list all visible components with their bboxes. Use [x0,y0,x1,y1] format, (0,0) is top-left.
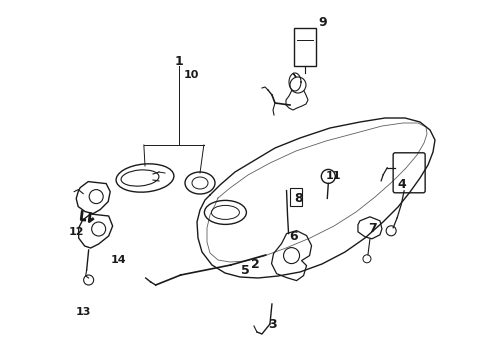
Text: 8: 8 [294,192,303,204]
FancyBboxPatch shape [393,153,425,193]
Polygon shape [76,181,110,213]
Text: 11: 11 [325,171,341,181]
Ellipse shape [121,170,159,186]
Text: 5: 5 [241,264,249,276]
Ellipse shape [185,172,215,194]
Text: 9: 9 [318,15,327,28]
Circle shape [92,222,106,236]
Text: 1: 1 [174,54,183,68]
Ellipse shape [211,206,240,219]
Bar [291,188,302,206]
Text: 10: 10 [183,70,198,80]
Circle shape [290,77,306,93]
Ellipse shape [204,201,246,224]
Ellipse shape [192,177,208,189]
Ellipse shape [116,164,174,192]
Polygon shape [271,231,312,280]
Circle shape [386,226,396,236]
Polygon shape [79,214,113,248]
Circle shape [363,255,371,263]
Text: 13: 13 [75,307,91,317]
Polygon shape [286,73,308,110]
Text: 7: 7 [368,221,376,234]
Polygon shape [358,217,382,239]
Text: 4: 4 [397,177,406,190]
Text: 3: 3 [268,318,276,330]
Circle shape [284,248,299,264]
Circle shape [84,275,94,285]
Text: 6: 6 [290,230,298,243]
Text: 14: 14 [110,255,126,265]
Circle shape [89,190,103,204]
Circle shape [321,170,335,183]
Text: 12: 12 [68,227,84,237]
Text: 2: 2 [250,258,259,271]
Bar [294,28,316,66]
